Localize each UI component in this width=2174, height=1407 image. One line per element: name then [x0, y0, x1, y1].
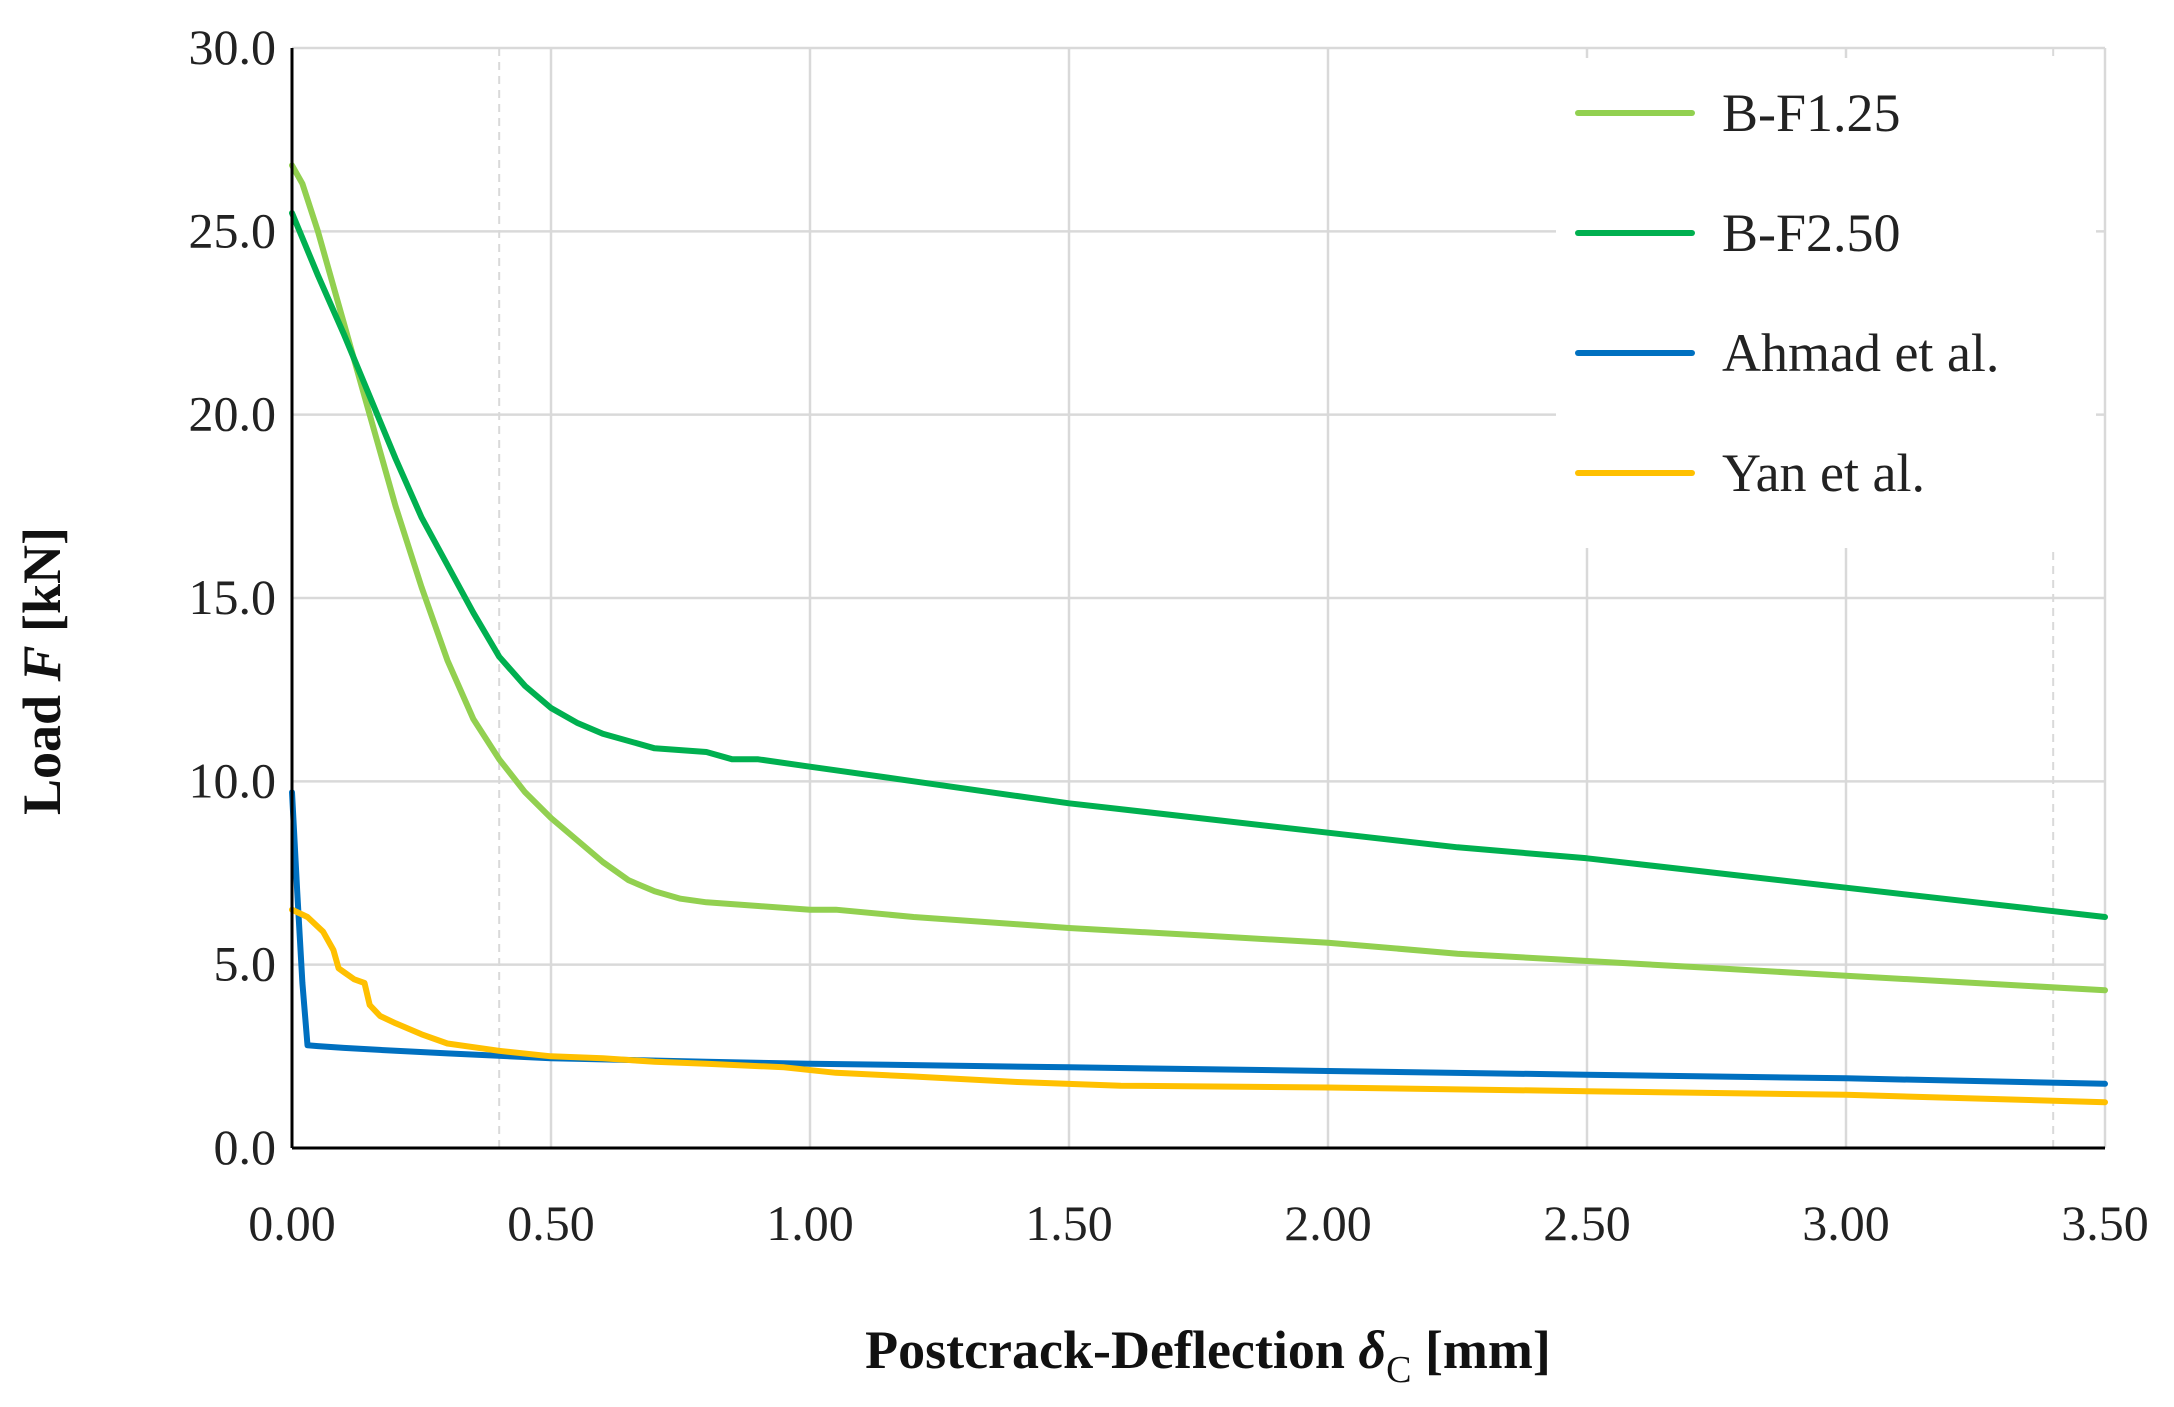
y-tick-label: 25.0 — [189, 202, 277, 258]
y-tick-label: 30.0 — [189, 19, 277, 75]
y-axis-title: Load F [kN] — [12, 527, 72, 815]
x-tick-label: 1.00 — [766, 1195, 854, 1251]
series-line-ahmad-et-al — [289, 789, 2108, 1087]
x-tick-label: 3.50 — [2061, 1195, 2149, 1251]
series-line-b-f1-25 — [289, 162, 2108, 994]
legend: B-F1.25 B-F2.50 Ahmad et al. Yan et al. — [1556, 58, 2096, 548]
legend-label-yan-et-al: Yan et al. — [1722, 443, 1925, 503]
x-tick-label: 2.00 — [1284, 1195, 1372, 1251]
x-axis-title: Postcrack-Deflection δC [mm] — [865, 1320, 1551, 1391]
legend-label-ahmad-et-al: Ahmad et al. — [1722, 323, 1999, 383]
axes: 0.0 5.0 10.0 15.0 20.0 25.0 30.0 0.00 0.50 1.00 1.… — [189, 19, 2149, 1251]
y-tick-label: 15.0 — [189, 569, 277, 625]
x-tick-label: 3.00 — [1802, 1195, 1890, 1251]
legend-label-b-f2-50: B-F2.50 — [1722, 203, 1901, 263]
x-tick-label: 0.00 — [248, 1195, 336, 1251]
y-tick-label: 20.0 — [189, 386, 277, 442]
gridlines — [292, 46, 2107, 1148]
series-line-yan-et-al — [289, 906, 2108, 1106]
y-tick-label: 5.0 — [214, 936, 277, 992]
legend-background — [1556, 58, 2096, 548]
y-tick-label: 0.0 — [214, 1119, 277, 1175]
y-tick-label: 10.0 — [189, 752, 277, 808]
x-tick-label: 1.50 — [1025, 1195, 1113, 1251]
x-tick-label: 2.50 — [1543, 1195, 1631, 1251]
legend-label-b-f1-25: B-F1.25 — [1722, 83, 1901, 143]
series-lines — [289, 162, 2108, 1106]
x-tick-label: 0.50 — [507, 1195, 595, 1251]
series-line-b-f2-50 — [289, 210, 2108, 920]
